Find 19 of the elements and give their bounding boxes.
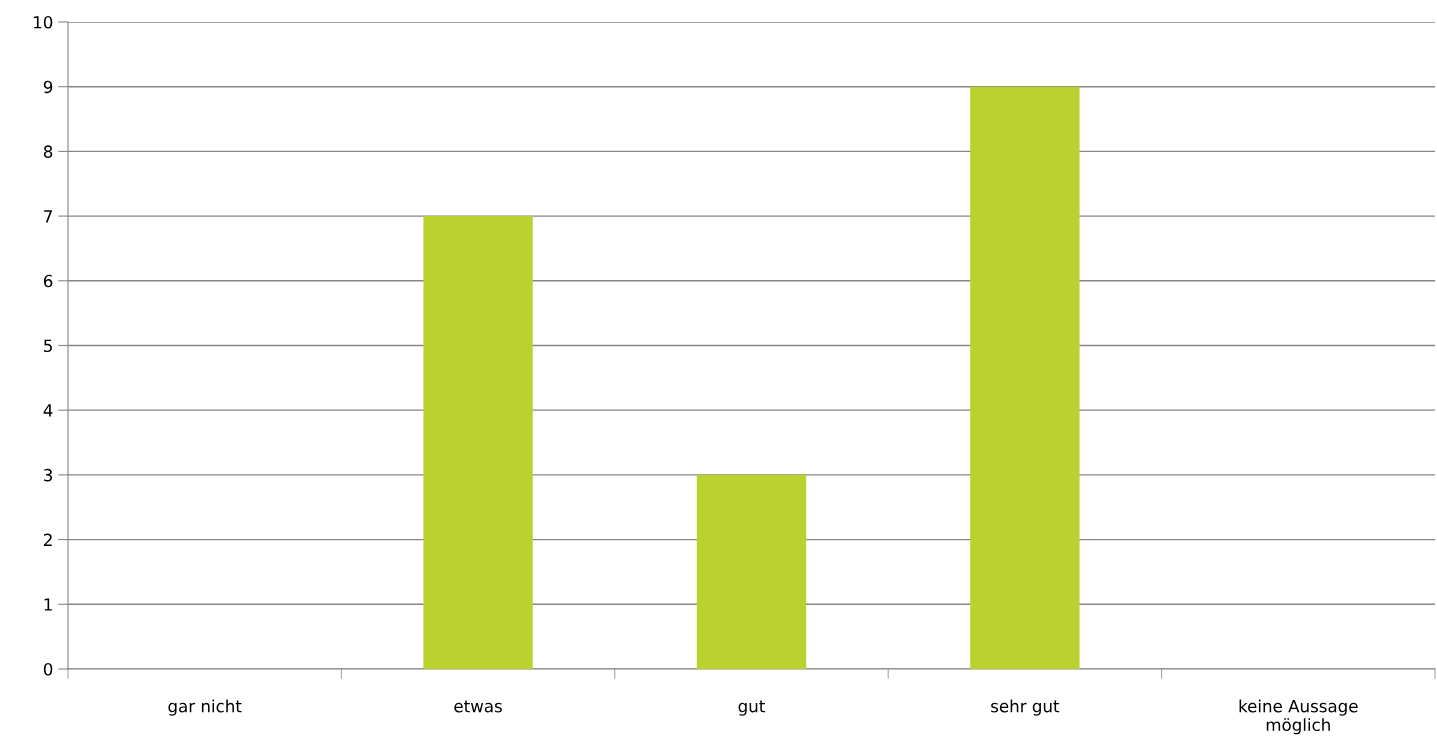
y-tick-label: 7	[44, 210, 52, 223]
x-tick-label: keine Aussage möglich	[1239, 699, 1358, 735]
x-tick-label: etwas	[454, 700, 502, 713]
x-tick-label: gar nicht	[168, 699, 242, 716]
y-tick-label: 1	[44, 598, 52, 611]
y-tick-label: 9	[43, 80, 53, 94]
x-tick-label: sehr gut	[991, 699, 1060, 716]
y-tick-label: 2	[44, 533, 52, 546]
y-tick-label: 10	[34, 15, 53, 29]
x-tick-label: gut	[738, 700, 765, 716]
bar	[970, 86, 1080, 669]
y-tick-label: 4	[43, 404, 53, 417]
y-tick-label: 0	[43, 662, 53, 676]
y-tick-label: 8	[43, 145, 53, 158]
y-tick-label: 6	[43, 274, 53, 288]
bar	[423, 216, 533, 669]
y-tick-label: 3	[44, 468, 53, 482]
y-tick-label: 5	[44, 339, 52, 353]
bar	[696, 474, 807, 669]
